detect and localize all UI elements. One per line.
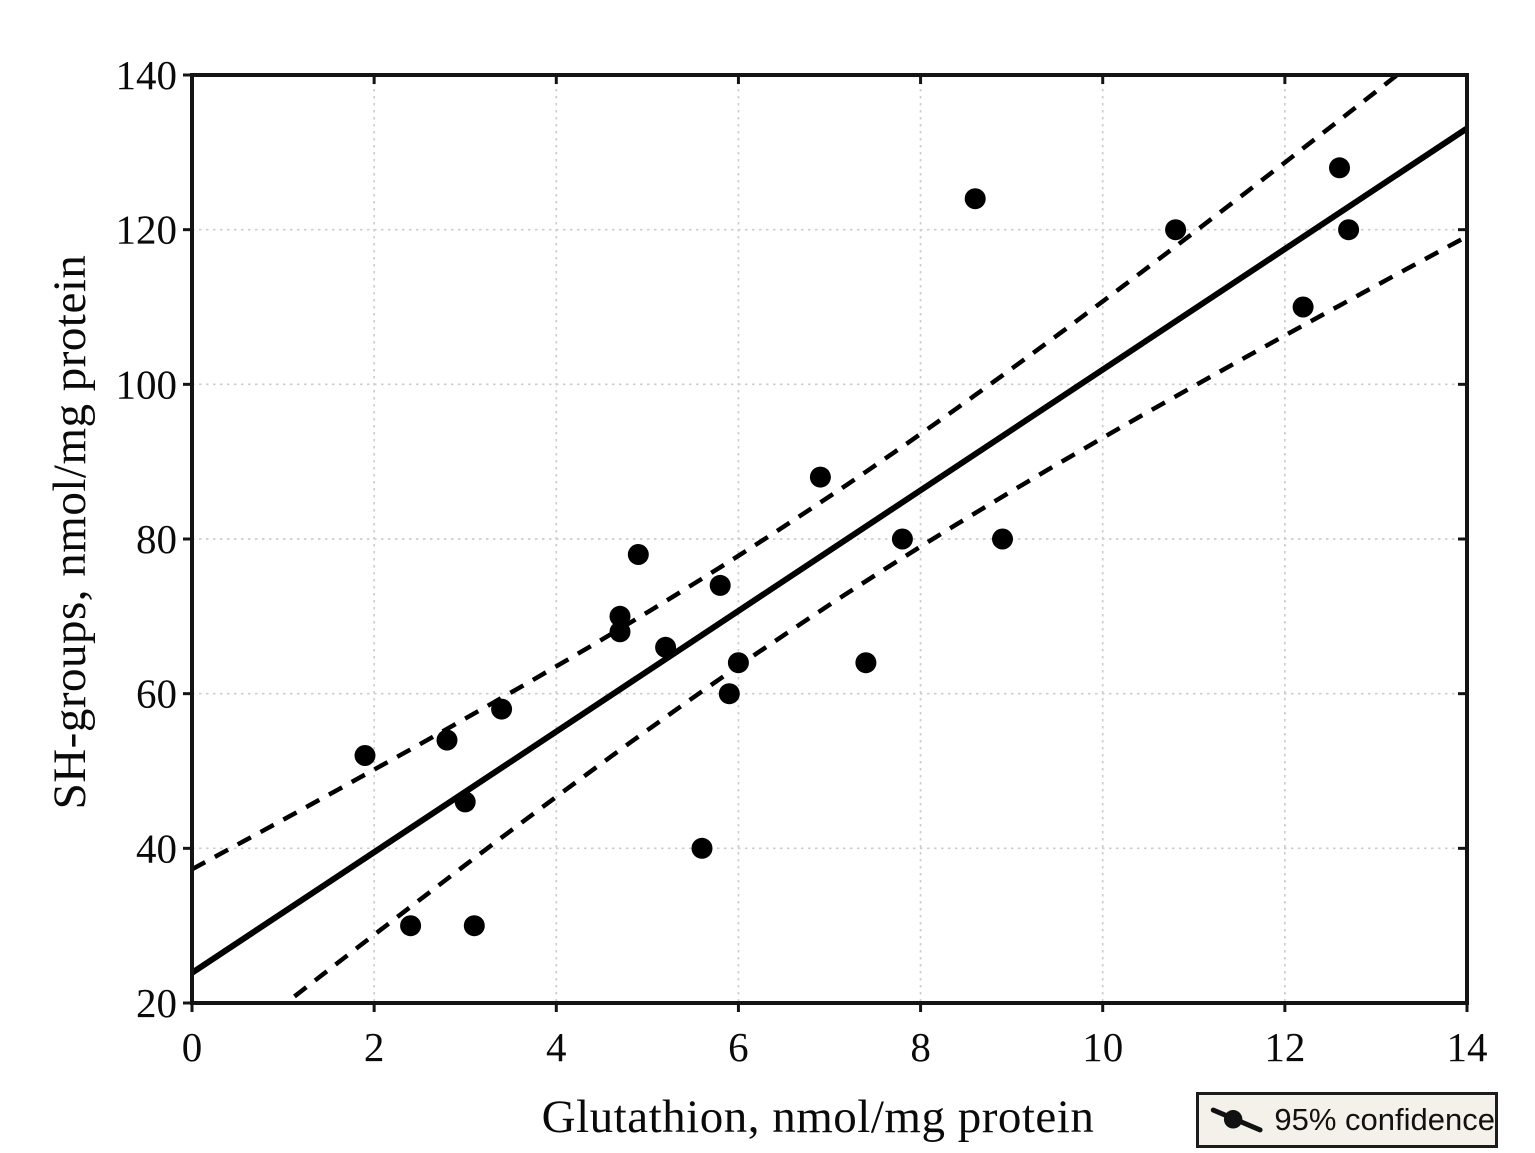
x-tick-label-0: 0 (182, 1024, 203, 1070)
regression-line (192, 125, 1467, 976)
confidence-line-icon (1210, 1107, 1263, 1133)
x-tick-label-2: 2 (364, 1024, 385, 1070)
x-tick-label-10: 10 (1082, 1024, 1123, 1070)
legend-95-confidence: 95% confidence (1196, 1092, 1498, 1148)
y-tick-label-120: 120 (116, 207, 178, 253)
confidence-band-lower (282, 234, 1467, 1003)
data-point (491, 698, 513, 720)
data-point (609, 621, 631, 643)
y-tick-label-80: 80 (136, 516, 177, 562)
data-point (809, 466, 831, 488)
data-point (609, 605, 631, 627)
data-point (454, 791, 476, 813)
data-point (891, 528, 913, 550)
data-point (964, 188, 986, 210)
plot-content (192, 75, 1467, 1003)
data-point (727, 652, 749, 674)
data-point (1292, 296, 1314, 318)
data-point (992, 528, 1013, 550)
legend-label: 95% confidence (1274, 1102, 1495, 1137)
x-tick-label-8: 8 (910, 1024, 931, 1070)
x-tick-label-14: 14 (1447, 1024, 1488, 1070)
data-point (1338, 219, 1360, 241)
data-point (354, 745, 376, 766)
y-tick-label-40: 40 (136, 825, 177, 871)
y-tick-label-20: 20 (136, 980, 177, 1026)
data-point (436, 729, 458, 751)
y-tick-label-140: 140 (116, 52, 178, 98)
x-axis-title: Glutathion, nmol/mg protein (541, 1091, 1095, 1143)
x-tick-label-6: 6 (728, 1024, 749, 1070)
data-point (400, 915, 422, 937)
data-point (691, 837, 713, 859)
y-tick-label-100: 100 (116, 361, 178, 407)
data-point (627, 544, 649, 565)
y-axis-title: SH-groups, nmol/mg protein (44, 254, 96, 810)
x-tick-label-12: 12 (1264, 1024, 1305, 1070)
data-point (855, 652, 877, 674)
data-point (463, 915, 485, 937)
x-tick-label-4: 4 (546, 1024, 567, 1070)
data-point (655, 636, 677, 658)
confidence-band-upper (192, 75, 1401, 872)
data-point (1165, 219, 1187, 241)
y-tick-label-60: 60 (136, 671, 177, 717)
data-point (1329, 157, 1350, 179)
data-point (709, 574, 731, 596)
data-point (718, 683, 740, 705)
